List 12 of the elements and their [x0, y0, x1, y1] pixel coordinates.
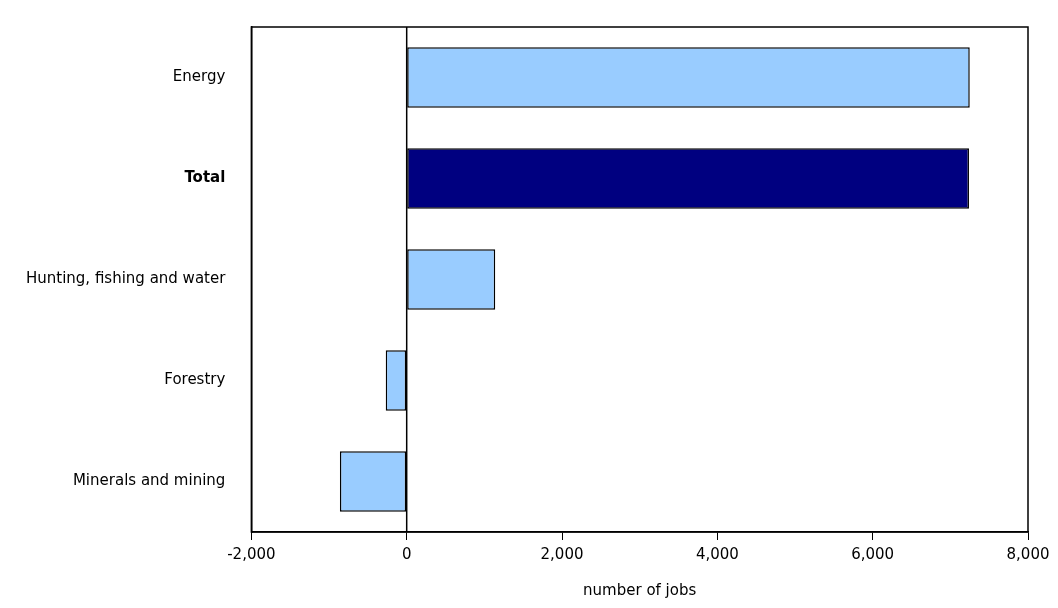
x-tick-label: 6,000	[851, 544, 895, 563]
y-tick-label: Hunting, fishing and water	[25, 269, 227, 288]
x-tick-label: 2,000	[540, 544, 584, 563]
x-tick-label: 0	[401, 544, 412, 563]
x-tick-label: 8,000	[1006, 544, 1050, 563]
x-tick-label: 4,000	[695, 544, 739, 563]
y-tick-label: Forestry	[164, 370, 226, 389]
y-tick-label: Minerals and mining	[72, 471, 226, 490]
y-tick-label: Energy	[172, 67, 226, 86]
y-tick-label: Total	[184, 168, 226, 187]
x-axis-title: number of jobs	[583, 580, 697, 599]
x-tick-label: -2,000	[227, 544, 276, 563]
